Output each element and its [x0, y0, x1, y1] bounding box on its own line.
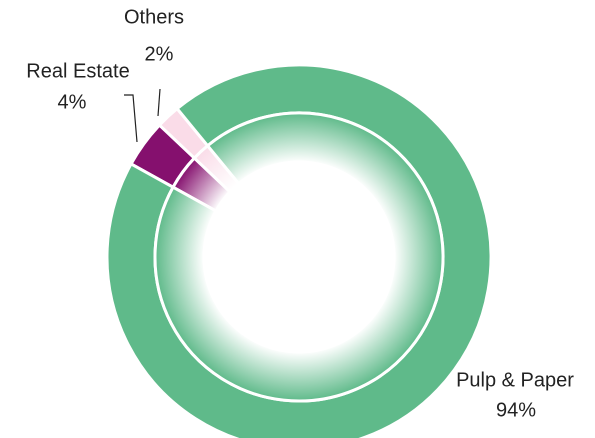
value-label: 4% [58, 91, 87, 113]
leader-line [157, 88, 161, 117]
inner-slice [153, 111, 445, 403]
leader-line [124, 94, 138, 143]
value-label: 94% [496, 399, 536, 421]
category-label: Pulp & Paper [456, 369, 574, 391]
value-label: 2% [145, 43, 174, 65]
category-label: Others [124, 6, 184, 28]
category-label: Real Estate [26, 60, 129, 82]
